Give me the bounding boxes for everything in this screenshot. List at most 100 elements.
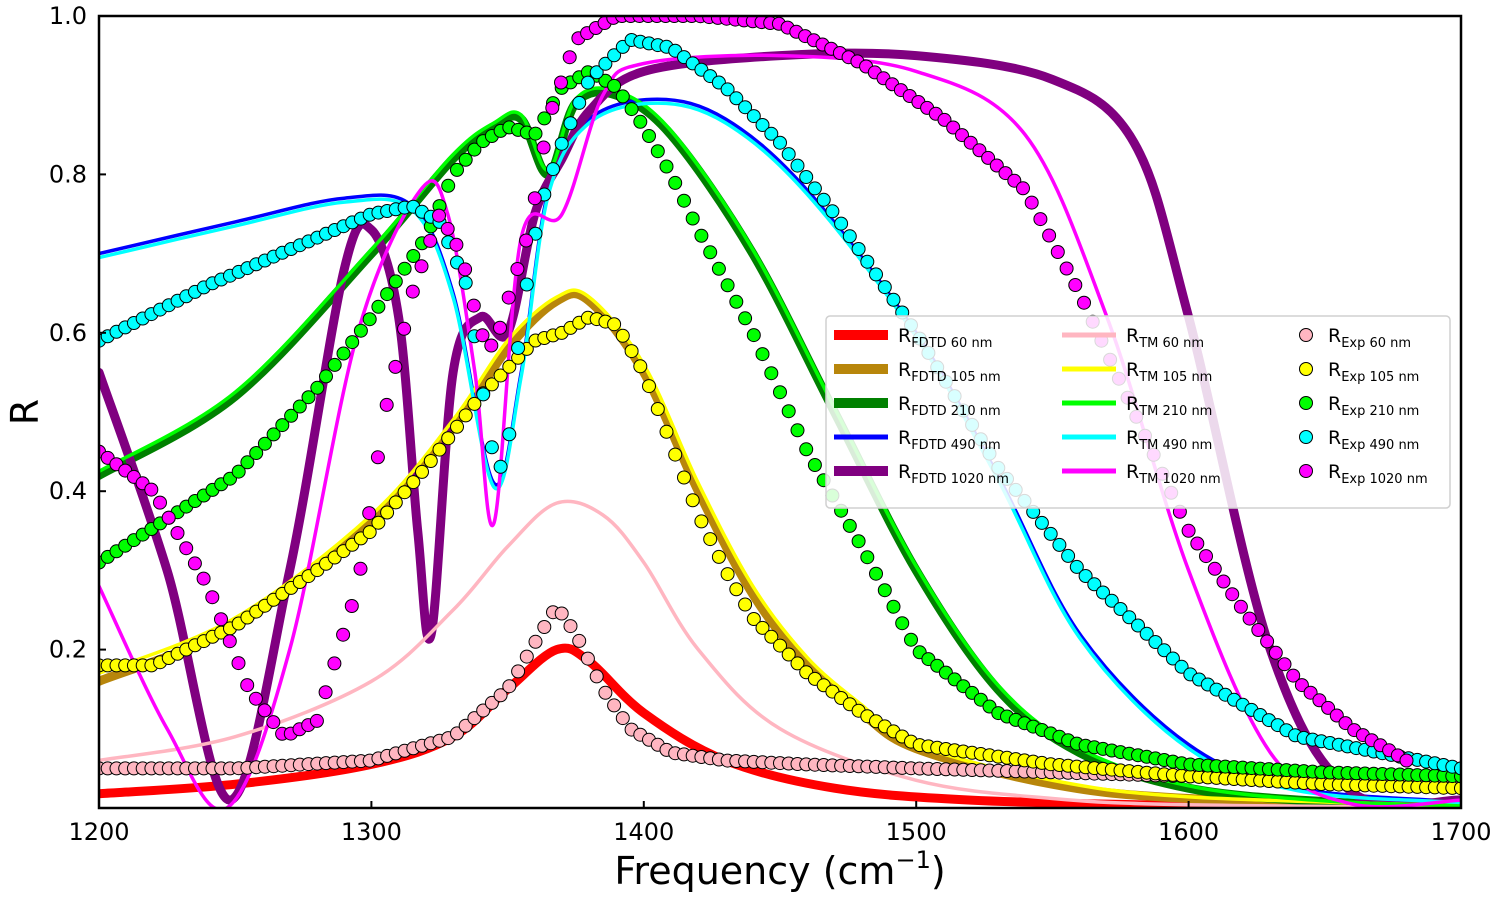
legend-label: RExp 60 nm [1328, 325, 1411, 351]
data-point [231, 464, 246, 479]
data-point [318, 685, 333, 700]
data-point [450, 162, 464, 177]
legend-label: RFDTD 210 nm [898, 393, 1001, 419]
x-tick-label: 1400 [613, 818, 674, 846]
data-point [1139, 626, 1154, 641]
data-point [362, 312, 377, 327]
legend-item-fdtd-105-nm: RFDTD 105 nm [834, 359, 1001, 385]
legend-label: RExp 490 nm [1328, 427, 1419, 453]
legend-label: RFDTD 490 nm [898, 427, 1001, 453]
data-point [607, 48, 622, 63]
data-point [998, 166, 1013, 181]
data-point [432, 208, 446, 223]
data-point [1077, 295, 1091, 310]
data-point [327, 656, 342, 671]
data-point [607, 317, 622, 332]
legend-marker [1299, 396, 1313, 410]
data-point [493, 688, 508, 703]
data-point [711, 261, 726, 276]
data-point [572, 633, 587, 648]
data-point [441, 431, 456, 446]
legend-label: RTM 210 nm [1126, 393, 1212, 419]
y-tick-label: 0.8 [49, 160, 87, 188]
data-point [729, 582, 744, 597]
data-point [458, 275, 473, 290]
data-point [694, 514, 709, 529]
data-point [650, 402, 665, 416]
data-point [519, 649, 534, 664]
data-point [231, 656, 246, 671]
data-point [405, 284, 420, 299]
data-point [764, 366, 779, 381]
data-point [685, 211, 700, 226]
data-point [685, 493, 700, 508]
data-point [284, 408, 299, 423]
data-point [240, 455, 255, 470]
data-point [563, 116, 578, 131]
data-point [562, 50, 577, 65]
data-point [1052, 537, 1067, 552]
legend-item-exp-105-nm: RExp 105 nm [1299, 359, 1419, 385]
data-point [240, 678, 255, 693]
data-point [554, 606, 569, 621]
data-point [362, 525, 377, 540]
data-point [729, 91, 744, 106]
data-point [511, 664, 526, 679]
data-point [773, 135, 787, 150]
data-point [895, 616, 910, 631]
data-point [1165, 651, 1180, 666]
x-axis-title-main: Frequency (cm [614, 849, 895, 893]
data-point [196, 571, 211, 586]
data-point [380, 287, 395, 302]
data-point [554, 136, 569, 151]
data-point [519, 233, 534, 248]
data-point [1033, 212, 1048, 227]
series-markers-exp-1020-nm [99, 16, 1414, 768]
data-point [860, 254, 875, 269]
data-point [493, 459, 508, 474]
data-point [493, 320, 507, 335]
data-point [467, 142, 482, 157]
data-point [659, 159, 674, 174]
legend-label: RTM 1020 nm [1126, 461, 1221, 487]
data-point [834, 216, 849, 231]
data-point [746, 109, 761, 124]
data-point [755, 118, 770, 132]
data-point [755, 620, 770, 635]
data-point [729, 294, 744, 309]
data-point [650, 144, 665, 159]
data-point [257, 703, 272, 718]
data-point [1454, 781, 1461, 796]
data-point [607, 698, 622, 713]
data-point [484, 338, 499, 353]
y-tick-label: 0.6 [49, 319, 87, 347]
legend-item-tm-210-nm: RTM 210 nm [1062, 393, 1212, 419]
data-point [589, 65, 604, 80]
data-point [607, 78, 622, 93]
data-point [790, 423, 805, 438]
legend-label: RExp 1020 nm [1328, 461, 1428, 487]
y-tick-label: 1.0 [49, 2, 87, 30]
data-point [1148, 635, 1163, 649]
data-point [344, 599, 359, 613]
legend-marker [1299, 362, 1313, 376]
data-point [336, 346, 351, 361]
data-point [545, 100, 560, 115]
data-point [773, 385, 787, 400]
data-point [423, 454, 438, 468]
data-point [720, 82, 735, 97]
data-point [781, 404, 796, 419]
data-point [371, 515, 386, 530]
data-point [414, 259, 429, 274]
data-point [432, 442, 447, 457]
ticks-layer: 1200 1300 1400 1500 1600 1700 0.2 0.4 0.6 0.8 1.0 [49, 2, 1492, 846]
data-point [493, 368, 508, 383]
legend-marker [1299, 328, 1313, 342]
plot-frame [97, 14, 1463, 810]
x-axis-title-close: ) [931, 849, 946, 893]
data-point [720, 278, 735, 293]
data-point [1199, 549, 1213, 564]
data-point [886, 292, 901, 307]
data-point [816, 192, 831, 207]
data-point [248, 691, 263, 706]
